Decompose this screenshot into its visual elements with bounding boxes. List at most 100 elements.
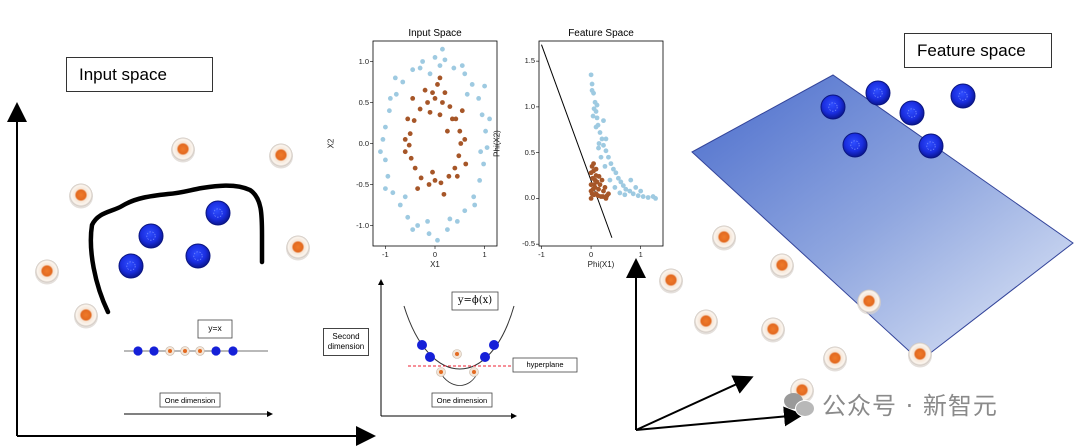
outer-class-point (612, 185, 618, 190)
outer-class-point (594, 102, 600, 108)
inset-formula: y=x (208, 323, 222, 333)
outer-class-point (472, 202, 478, 208)
blue-point (918, 133, 944, 159)
inner-class-point (442, 90, 448, 96)
outer-class-point (432, 55, 438, 60)
parabola-blue-point (425, 352, 435, 362)
outer-class-point (622, 192, 628, 198)
right-title-box: Feature space (904, 33, 1052, 68)
blue-point (842, 132, 868, 158)
outer-class-point (599, 136, 605, 142)
outer-class-point (589, 88, 595, 93)
inner-class-point (588, 196, 594, 201)
outer-class-point (400, 79, 406, 85)
inner-class-point (600, 194, 606, 199)
outer-class-point (454, 219, 460, 224)
outer-class-point (607, 177, 613, 183)
outer-class-point (594, 115, 600, 121)
outer-class-point (459, 63, 465, 68)
orange-point (269, 143, 293, 169)
blue-point (865, 80, 891, 106)
inner-class-point (418, 175, 424, 181)
outer-class-point (606, 154, 611, 160)
blue-point (820, 94, 846, 120)
right-data-points (659, 80, 976, 404)
inner-class-point (602, 185, 608, 190)
outer-class-point (628, 177, 634, 183)
orange-point (74, 303, 98, 329)
outer-class-point (597, 130, 603, 135)
outer-class-point (482, 83, 487, 89)
inner-class-point (432, 96, 438, 101)
outer-class-point (476, 96, 482, 101)
right-panel (626, 74, 1074, 431)
outer-class-point (442, 57, 448, 63)
inner-class-point (591, 161, 596, 167)
left-title: Input space (79, 64, 167, 84)
inner-class-point (415, 186, 421, 192)
blue-point (205, 200, 231, 226)
outer-class-point (378, 149, 383, 155)
outer-class-point (598, 154, 604, 160)
outer-class-point (410, 67, 416, 73)
blue-point (185, 243, 211, 269)
inner-class-point (410, 96, 416, 101)
y-tick-label: 1.0 (524, 101, 535, 111)
outer-class-point (471, 194, 477, 200)
inset-blue-point (149, 346, 159, 356)
orange-point (712, 225, 736, 251)
inner-class-point (402, 137, 408, 142)
blue-point (950, 83, 976, 109)
outer-class-point (477, 178, 483, 183)
inner-class-point (402, 149, 408, 155)
inner-class-point (457, 128, 463, 134)
outer-class-point (451, 65, 457, 71)
inner-class-point (422, 87, 428, 93)
outer-class-point (426, 231, 432, 237)
parabola-blue-point (417, 340, 427, 350)
x-tick-label: -1 (382, 250, 389, 259)
parabola-diagram (378, 279, 578, 419)
separating-line (541, 44, 613, 238)
outer-class-point (653, 196, 658, 201)
inner-class-point (430, 169, 435, 175)
outer-class-point (627, 188, 633, 194)
second-dimension-box: Second dimension (323, 328, 369, 356)
inner-class-point (452, 165, 458, 171)
blue-point (899, 100, 925, 126)
inner-class-point (454, 173, 460, 179)
outer-class-point (640, 194, 646, 199)
parabola-blue-point (480, 352, 490, 362)
inner-class-point (412, 165, 418, 171)
outer-class-point (392, 75, 398, 81)
inner-class-point (588, 170, 594, 176)
inner-class-point (453, 116, 459, 122)
parabola-curve (403, 305, 515, 370)
outer-class-point (603, 136, 609, 142)
x-tick-label: 1 (638, 250, 643, 259)
y-axis-label: Phi(X2) (492, 129, 502, 157)
outer-class-point (447, 216, 453, 222)
outer-class-point (487, 116, 492, 122)
x-tick-label: 0 (432, 250, 438, 259)
outer-class-point (613, 170, 619, 176)
outer-class-point (638, 188, 644, 194)
outer-class-point (383, 124, 388, 130)
inner-class-point (437, 112, 443, 118)
outer-class-point (478, 149, 484, 155)
y-tick-label: -1.0 (356, 220, 369, 230)
outer-class-point (591, 106, 597, 112)
outer-class-point (427, 71, 433, 77)
inner-class-point (604, 193, 610, 199)
parabola-orange-core (455, 352, 459, 356)
outer-class-point (596, 145, 601, 151)
inner-class-point (445, 128, 450, 134)
y-tick-label: 0.5 (358, 97, 369, 107)
x-tick-label: 1 (482, 250, 487, 259)
inner-class-point (425, 100, 430, 105)
inner-class-point (427, 109, 433, 115)
y-tick-label: 1.0 (358, 56, 369, 66)
outer-class-point (417, 65, 423, 71)
outer-class-point (623, 186, 629, 192)
